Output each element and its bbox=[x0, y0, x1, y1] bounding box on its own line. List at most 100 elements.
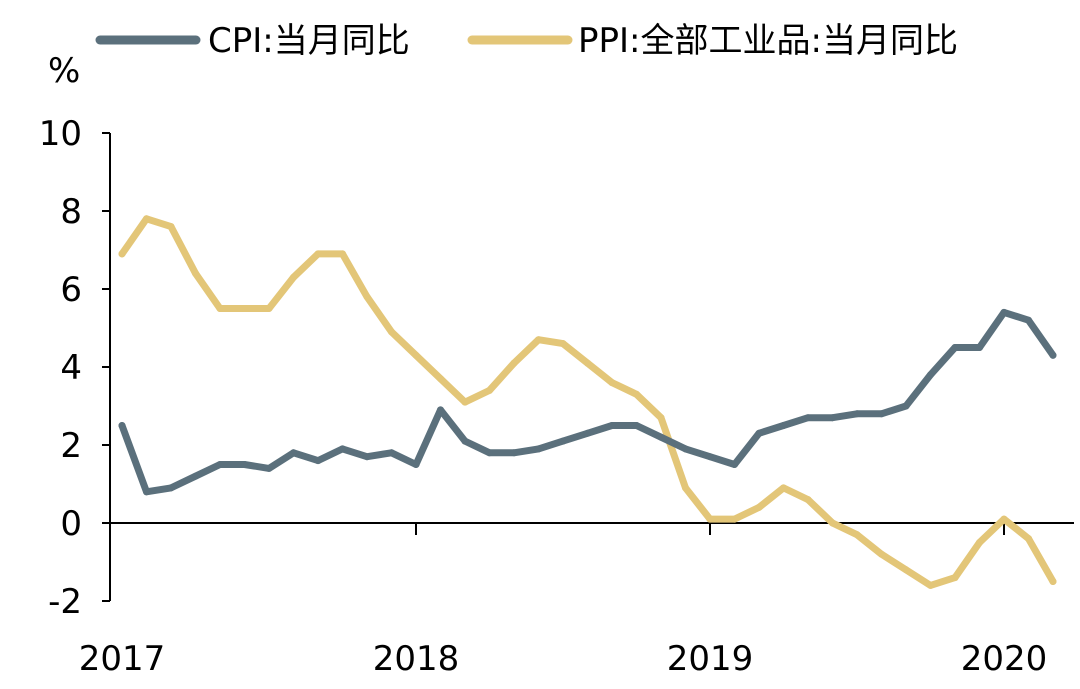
data-point bbox=[486, 386, 493, 394]
data-point bbox=[216, 461, 224, 468]
y-tick-label: 0 bbox=[60, 504, 82, 544]
y-tick-label: 8 bbox=[60, 192, 82, 232]
data-point bbox=[314, 457, 322, 465]
data-point bbox=[339, 250, 346, 258]
data-point bbox=[951, 574, 959, 582]
data-point bbox=[608, 379, 616, 387]
data-point bbox=[951, 344, 959, 351]
data-point bbox=[1049, 578, 1057, 585]
data-point bbox=[290, 273, 297, 281]
data-point bbox=[584, 359, 591, 367]
data-point bbox=[657, 414, 665, 422]
data-point bbox=[706, 515, 714, 523]
legend-label: CPI:当月同比 bbox=[208, 21, 410, 61]
x-axis-ticks: 2017 2018 2019 2020 bbox=[79, 523, 1048, 679]
series-layer bbox=[118, 215, 1057, 589]
y-axis-ticks: -2 0 2 4 6 8 10 bbox=[39, 114, 110, 622]
data-point bbox=[437, 375, 444, 383]
data-point bbox=[510, 359, 518, 367]
data-point bbox=[192, 472, 199, 480]
x-tick-label: 2017 bbox=[79, 639, 166, 679]
data-point bbox=[902, 566, 910, 574]
data-point bbox=[118, 422, 126, 429]
data-point bbox=[216, 305, 224, 312]
data-point bbox=[192, 269, 199, 277]
data-point bbox=[755, 429, 763, 437]
data-point bbox=[388, 328, 395, 336]
data-point bbox=[829, 519, 836, 527]
data-point bbox=[1000, 308, 1008, 316]
x-tick-label: 2018 bbox=[373, 639, 460, 679]
data-point bbox=[559, 340, 567, 348]
data-point bbox=[853, 531, 861, 539]
data-point bbox=[559, 437, 567, 445]
data-point bbox=[486, 449, 493, 457]
data-point bbox=[363, 453, 371, 461]
data-point bbox=[976, 539, 983, 546]
data-point bbox=[535, 336, 542, 344]
data-point bbox=[265, 464, 273, 472]
data-point bbox=[1049, 351, 1057, 359]
data-point bbox=[339, 445, 346, 453]
data-point bbox=[461, 437, 469, 445]
data-point bbox=[878, 410, 885, 418]
data-point bbox=[290, 449, 297, 457]
data-point bbox=[755, 503, 763, 511]
data-point bbox=[853, 410, 861, 418]
data-point bbox=[927, 371, 934, 379]
data-point bbox=[241, 461, 248, 468]
data-point bbox=[608, 422, 616, 429]
y-axis-unit-label: % bbox=[48, 51, 80, 91]
data-point bbox=[804, 496, 812, 504]
data-point bbox=[143, 488, 150, 496]
data-point bbox=[804, 414, 812, 422]
data-point bbox=[633, 390, 640, 398]
data-point bbox=[902, 402, 910, 410]
y-tick-label: -2 bbox=[48, 582, 82, 622]
data-point bbox=[829, 414, 836, 422]
series-line bbox=[118, 308, 1057, 496]
data-point bbox=[167, 223, 175, 231]
data-point bbox=[510, 449, 518, 457]
data-point bbox=[363, 293, 371, 301]
data-point bbox=[878, 550, 885, 558]
data-point bbox=[167, 484, 175, 492]
data-point bbox=[657, 433, 665, 441]
data-point bbox=[682, 445, 689, 453]
data-point bbox=[976, 344, 983, 351]
y-tick-label: 4 bbox=[60, 348, 82, 388]
y-tick-label: 6 bbox=[60, 270, 82, 310]
data-point bbox=[535, 445, 542, 453]
data-point bbox=[437, 406, 444, 414]
data-point bbox=[780, 422, 787, 429]
data-point bbox=[731, 461, 738, 468]
data-point bbox=[1000, 515, 1008, 523]
data-point bbox=[118, 250, 126, 258]
data-point bbox=[927, 581, 934, 589]
data-point bbox=[780, 484, 787, 492]
y-tick-label: 10 bbox=[39, 114, 82, 154]
data-point bbox=[241, 305, 248, 312]
data-point bbox=[412, 351, 420, 359]
data-point bbox=[1025, 535, 1032, 543]
data-point bbox=[706, 453, 714, 461]
data-point bbox=[314, 250, 322, 258]
x-tick-label: 2019 bbox=[667, 639, 754, 679]
data-point bbox=[461, 398, 469, 406]
data-point bbox=[682, 484, 689, 492]
legend: CPI:当月同比 PPI:全部工业品:当月同比 bbox=[95, 21, 958, 61]
data-point bbox=[388, 449, 395, 457]
data-point bbox=[265, 305, 273, 312]
series-ppi bbox=[118, 215, 1057, 589]
y-tick-label: 2 bbox=[60, 426, 82, 466]
data-point bbox=[143, 215, 150, 223]
data-point bbox=[1025, 316, 1032, 324]
data-point bbox=[633, 422, 640, 429]
data-point bbox=[412, 461, 420, 468]
data-point bbox=[584, 429, 591, 437]
data-point bbox=[731, 515, 738, 523]
legend-label: PPI:全部工业品:当月同比 bbox=[578, 21, 958, 61]
series-cpi bbox=[118, 308, 1057, 496]
x-tick-label: 2020 bbox=[961, 639, 1048, 679]
